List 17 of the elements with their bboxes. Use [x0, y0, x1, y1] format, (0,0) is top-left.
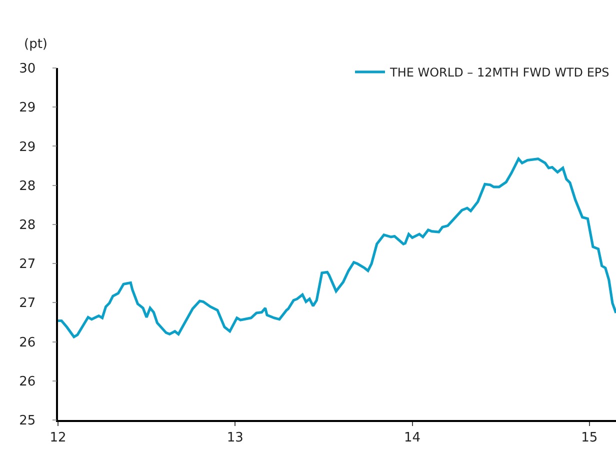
x-tick-label: 14	[404, 430, 421, 446]
y-tick-label: 26	[19, 335, 36, 350]
y-tick-label: 27	[19, 257, 36, 272]
y-tick-label: 27	[19, 296, 36, 312]
y-tick-label: 25	[19, 414, 36, 429]
y-tick-label: 28	[19, 178, 36, 194]
y-tick-label: 30	[19, 62, 36, 77]
legend-label: THE WORLD – 12MTH FWD WTD EPS	[389, 66, 610, 80]
y-tick-label: 29	[19, 140, 36, 155]
x-tick-label: 15	[581, 430, 598, 446]
y-axis-title: (pt)	[24, 37, 48, 52]
x-tick-label: 13	[226, 430, 244, 446]
y-tick-label: 29	[19, 100, 36, 116]
line-series	[58, 158, 616, 338]
y-tick-label: 28	[19, 218, 36, 233]
x-tick-label: 12	[50, 430, 66, 446]
y-tick-label: 26	[19, 374, 36, 390]
